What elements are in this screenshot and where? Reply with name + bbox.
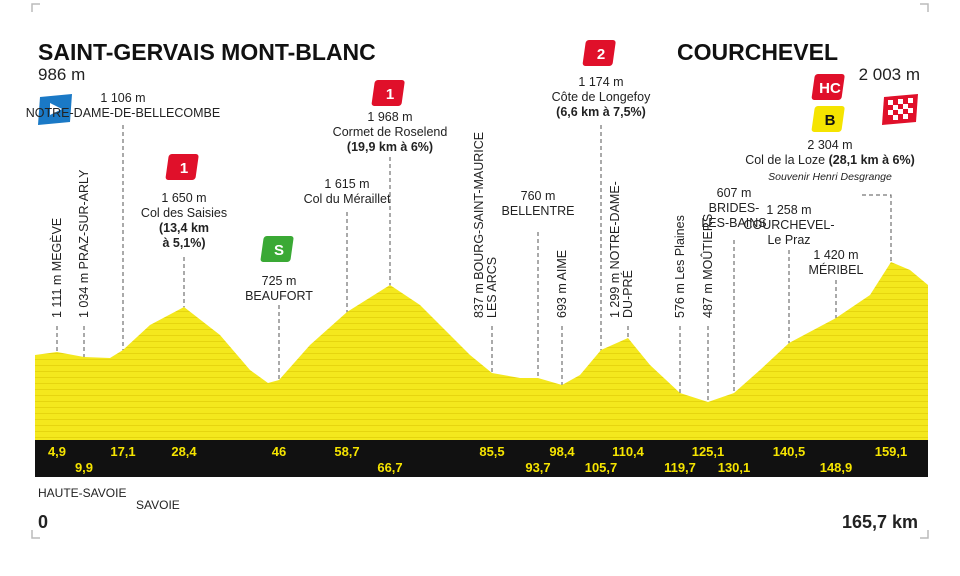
category-label: B (825, 112, 836, 129)
km-label: 125,1 (692, 444, 725, 459)
finish-altitude: 2 003 m (859, 65, 920, 84)
start-km: 0 (38, 512, 48, 532)
climb-name: Col de la Loze (28,1 km à 6%) (745, 153, 915, 167)
category-badge (811, 106, 845, 132)
location-label: Le Praz (767, 233, 810, 247)
location-label: 1 174 m (578, 75, 623, 89)
location-label: 1 420 m (813, 248, 858, 262)
location-label: 837 m BOURG-SAINT-MAURICE (472, 132, 486, 318)
finish-name: COURCHEVEL (677, 39, 838, 65)
km-label: 17,1 (110, 444, 135, 459)
start-altitude: 986 m (38, 65, 85, 84)
location-label: à 5,1%) (162, 236, 205, 250)
category-badge (165, 154, 199, 180)
category-label: HC (819, 80, 841, 97)
location-label: 1 615 m (324, 177, 369, 191)
location-label: 487 m MOÛTIERS (700, 214, 715, 318)
location-label: 1 299 m NOTRE-DAME- (608, 181, 622, 318)
region: SAVOIE (136, 498, 180, 512)
km-label: 159,1 (875, 444, 908, 459)
km-label: 4,9 (48, 444, 66, 459)
finish-flag (882, 94, 918, 125)
km-label: 148,9 (820, 460, 853, 475)
location-label: (13,4 km (159, 221, 209, 235)
location-label: 1 106 m (100, 91, 145, 105)
frame (31, 3, 929, 539)
category-label: S (274, 242, 284, 259)
location-label: 607 m (717, 186, 752, 200)
total-distance: 165,7 km (842, 512, 918, 532)
km-band (35, 440, 928, 477)
location-label: LES-BAINS (701, 216, 766, 230)
location-label: BRIDES- (709, 201, 760, 215)
start-flag (38, 94, 72, 125)
location-label: 1 650 m (161, 191, 206, 205)
location-label: MÉRIBEL (809, 262, 864, 277)
climb-gradient: (28,1 km à 6%) (829, 153, 915, 167)
climb-name: Col de la Loze (745, 153, 825, 167)
category-label: 1 (180, 160, 188, 177)
location-label: 1 034 m PRAZ-SUR-ARLY (77, 169, 91, 318)
location-label: LES ARCS (485, 257, 499, 318)
climb-altitude: 2 304 m (807, 138, 852, 152)
location-label: Col du Méraillet (304, 192, 391, 206)
category-badge (811, 74, 845, 100)
location-label: COURCHEVEL- (744, 218, 835, 232)
location-label: 693 m AIME (555, 250, 569, 318)
km-label: 28,4 (171, 444, 197, 459)
category-badge (371, 80, 405, 106)
region: HAUTE-SAVOIE (38, 486, 126, 500)
location-label: NOTRE-DAME-DE-BELLECOMBE (26, 106, 220, 120)
start-name: SAINT-GERVAIS MONT-BLANC (38, 39, 376, 65)
climb-note: Souvenir Henri Desgrange (768, 171, 892, 183)
location-label: Col des Saisies (141, 206, 227, 220)
km-label: 58,7 (334, 444, 359, 459)
location-label: BELLENTRE (502, 204, 575, 218)
category-label: 1 (386, 86, 394, 103)
location-label: 1 968 m (367, 110, 412, 124)
km-label: 46 (272, 444, 286, 459)
category-badge (582, 40, 616, 66)
km-label: 85,5 (479, 444, 504, 459)
km-label: 119,7 (664, 460, 696, 475)
km-label: 9,9 (75, 460, 93, 475)
location-label: Côte de Longefoy (552, 90, 651, 104)
category-label: 2 (597, 46, 605, 63)
km-label: 110,4 (612, 444, 645, 459)
km-label: 140,5 (773, 444, 806, 459)
km-label: 130,1 (718, 460, 751, 475)
elevation-profile (35, 262, 928, 440)
km-label: 98,4 (549, 444, 575, 459)
location-label: DU-PRÉ (620, 270, 635, 318)
location-label: 760 m (521, 189, 556, 203)
location-label: BEAUFORT (245, 289, 313, 303)
location-label: 725 m (262, 274, 297, 288)
location-label: 1 258 m (766, 203, 811, 217)
location-label: (19,9 km à 6%) (347, 140, 433, 154)
location-label: 576 m Les Plaines (673, 215, 687, 318)
km-label: 105,7 (585, 460, 618, 475)
category-badge (260, 236, 294, 262)
location-label: 1 111 m MEGÈVE (49, 218, 64, 318)
location-label: Cormet de Roselend (333, 125, 448, 139)
km-label: 66,7 (377, 460, 402, 475)
location-label: (6,6 km à 7,5%) (556, 105, 646, 119)
km-label: 93,7 (525, 460, 550, 475)
